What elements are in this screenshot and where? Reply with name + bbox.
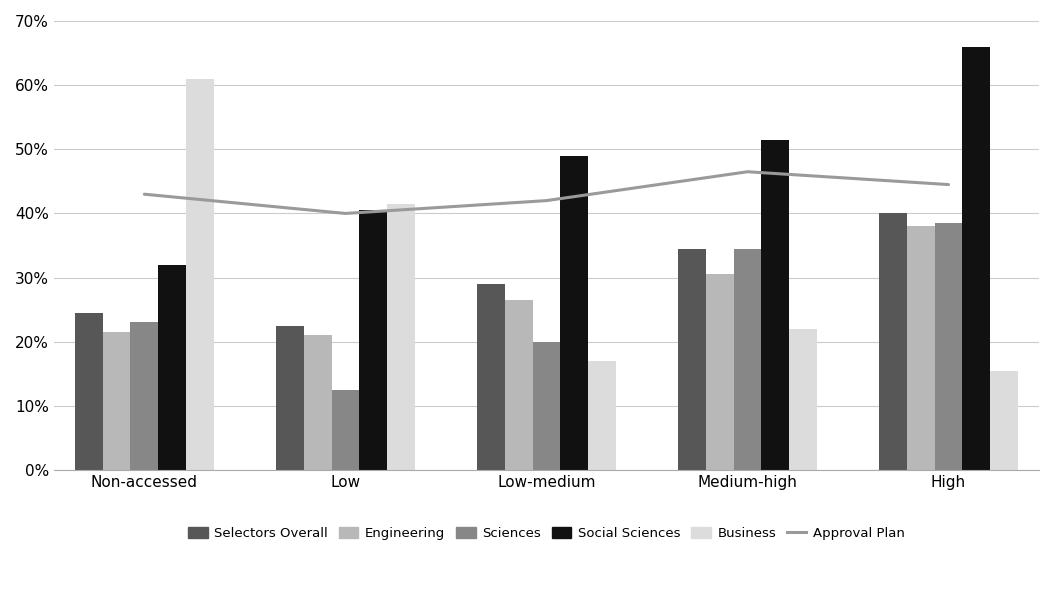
Bar	[879, 214, 907, 470]
Bar	[477, 284, 505, 470]
Bar	[706, 275, 734, 470]
Bar	[789, 329, 817, 470]
Bar	[304, 336, 332, 470]
Bar	[158, 264, 186, 470]
Bar	[990, 371, 1018, 470]
Bar	[561, 156, 588, 470]
Bar	[505, 300, 532, 470]
Bar	[962, 47, 990, 470]
Bar	[387, 204, 414, 470]
Bar	[588, 361, 616, 470]
Bar	[359, 210, 387, 470]
Bar	[186, 79, 214, 470]
Bar	[532, 341, 561, 470]
Bar	[276, 326, 304, 470]
Legend: Selectors Overall, Engineering, Sciences, Social Sciences, Business, Approval Pl: Selectors Overall, Engineering, Sciences…	[182, 522, 911, 545]
Bar	[103, 332, 131, 470]
Bar	[935, 223, 962, 470]
Bar	[734, 249, 761, 470]
Bar	[131, 322, 158, 470]
Bar	[761, 140, 789, 470]
Bar	[75, 313, 103, 470]
Bar	[907, 226, 935, 470]
Bar	[678, 249, 706, 470]
Bar	[332, 390, 359, 470]
